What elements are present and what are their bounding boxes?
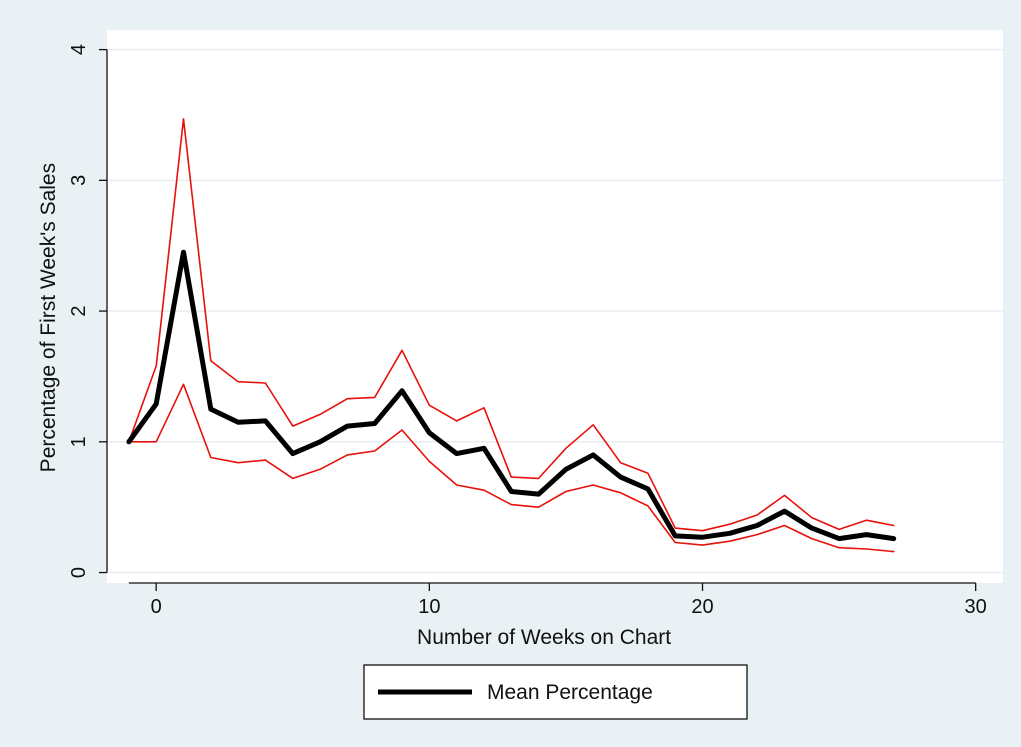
y-tick-label: 4 <box>68 44 90 55</box>
series-line-mean <box>126 249 897 542</box>
series-line-lower-band <box>128 383 895 553</box>
y-axis-title: Percentage of First Week's Sales <box>37 163 60 472</box>
series-line-upper-band <box>128 118 895 532</box>
axes: 0 10 20 30 0 1 2 3 4 <box>68 44 987 618</box>
y-tick-label: 3 <box>68 175 90 186</box>
plot-area <box>107 30 1003 583</box>
x-tick-label: 20 <box>691 596 713 618</box>
x-tick-label: 10 <box>418 596 440 618</box>
y-tick-label: 2 <box>68 306 90 317</box>
series-lines <box>126 118 897 553</box>
x-tick-label: 30 <box>965 596 987 618</box>
x-tick-label: 0 <box>151 596 162 618</box>
legend: Mean Percentage <box>363 664 748 720</box>
legend-label: Mean Percentage <box>487 681 653 704</box>
y-tick-label: 0 <box>68 567 90 578</box>
y-tick-label: 1 <box>68 436 90 447</box>
gridlines <box>107 48 1003 574</box>
x-axis-title: Number of Weeks on Chart <box>417 626 671 649</box>
